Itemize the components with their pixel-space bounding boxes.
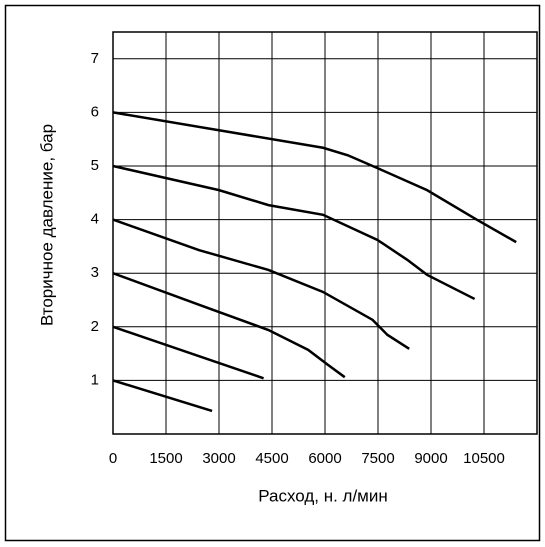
y-tick-label: 2 [91, 318, 99, 335]
curve [112, 218, 410, 350]
curve [112, 379, 213, 413]
x-tick-label: 0 [109, 450, 117, 467]
y-tick-label: 6 [91, 103, 99, 120]
x-tick-label: 6000 [308, 450, 341, 467]
x-tick-label: 7500 [361, 450, 394, 467]
y-tick-label: 3 [91, 264, 99, 281]
x-tick-label: 10500 [463, 450, 505, 467]
y-tick-label: 4 [91, 211, 99, 228]
x-tick-label: 1500 [149, 450, 182, 467]
curve [112, 164, 476, 301]
curve [112, 272, 346, 379]
outer-frame [4, 4, 541, 542]
x-axis-label: Расход, н. л/мин [258, 486, 388, 505]
x-tick-label: 3000 [202, 450, 235, 467]
y-tick-label: 7 [91, 50, 99, 67]
x-tick-label: 9000 [414, 450, 447, 467]
y-tick-label: 1 [91, 371, 99, 388]
y-tick-label: 5 [91, 157, 99, 174]
curve [112, 325, 264, 380]
x-tick-label: 4500 [255, 450, 288, 467]
y-axis-label: Вторичное давление, бар [37, 124, 56, 326]
curve [112, 111, 517, 244]
